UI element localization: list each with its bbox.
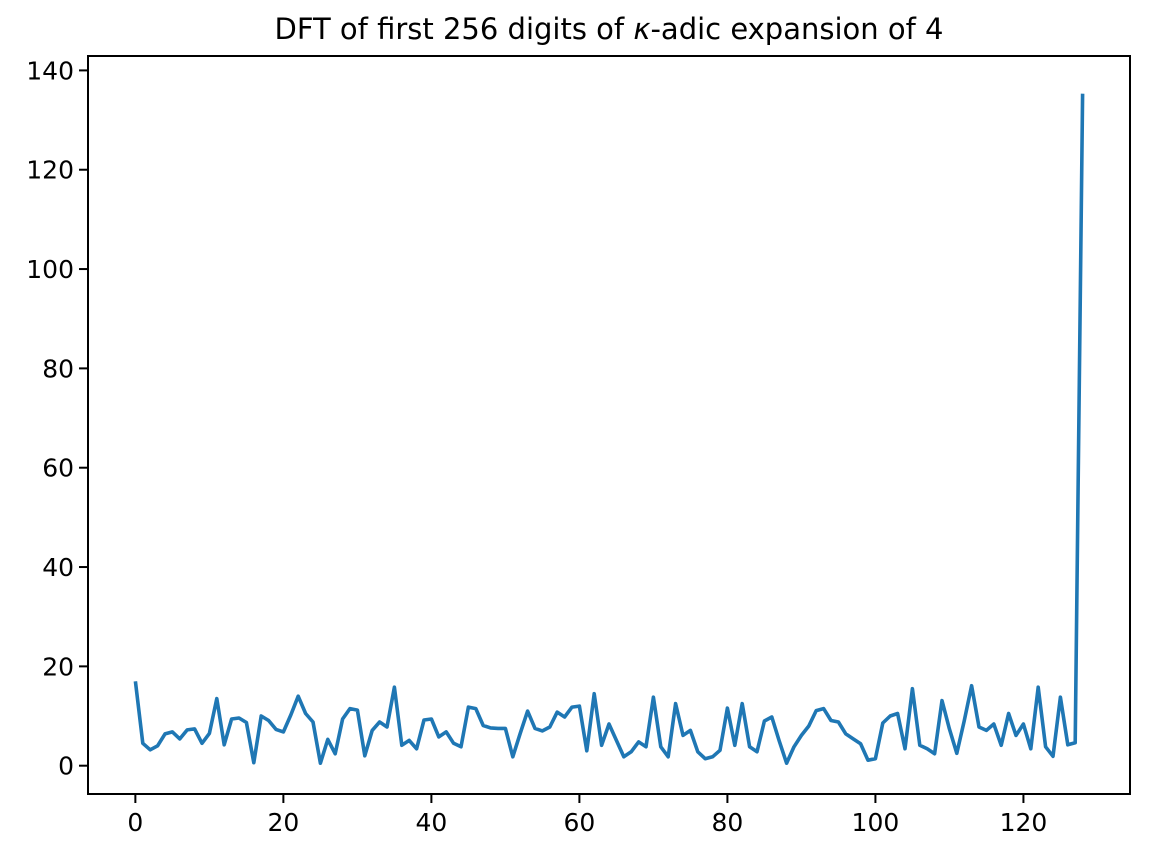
chart-title-suffix: -adic expansion of 4 xyxy=(650,12,944,46)
chart-title: DFT of first 256 digits of κ-adic expans… xyxy=(88,12,1130,46)
x-tick-label: 0 xyxy=(127,808,143,837)
x-tick-label: 120 xyxy=(1000,808,1048,837)
y-tick-label: 120 xyxy=(26,156,74,185)
axes-spines xyxy=(87,55,1131,795)
data-line-dft-magnitude xyxy=(133,93,1085,766)
chart-title-kappa: κ xyxy=(633,12,651,46)
y-tick-label: 60 xyxy=(42,454,74,483)
y-tick-label: 80 xyxy=(42,354,74,383)
x-tick-label: 40 xyxy=(415,808,447,837)
y-tick-label: 100 xyxy=(26,255,74,284)
y-tick-label: 140 xyxy=(26,56,74,85)
chart-title-prefix: DFT of first 256 digits of xyxy=(274,12,634,46)
y-tick-label: 0 xyxy=(58,752,74,781)
y-tick-label: 40 xyxy=(42,553,74,582)
x-tick-label: 20 xyxy=(267,808,299,837)
x-tick-label: 100 xyxy=(852,808,900,837)
x-tick-label: 80 xyxy=(712,808,744,837)
x-tick-label: 60 xyxy=(563,808,595,837)
y-tick-label: 20 xyxy=(42,652,74,681)
